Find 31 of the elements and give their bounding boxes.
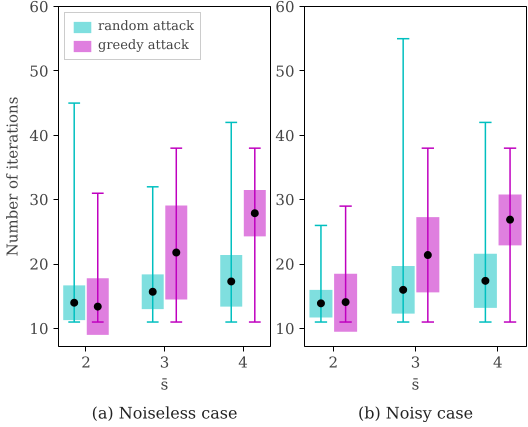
legend-label: random attack [98, 19, 194, 34]
y-tick-label: 50 [29, 62, 49, 80]
y-tick-label: 40 [29, 126, 49, 145]
y-tick-label: 50 [275, 62, 295, 80]
y-tick-label: 10 [29, 320, 49, 338]
text: (b) Noisy case [358, 404, 474, 422]
x-tick-label: 3 [410, 354, 420, 372]
y-axis-title: Number of iterations [3, 96, 22, 256]
y-tick-label: 40 [275, 126, 295, 145]
bar [165, 205, 188, 300]
bar [220, 255, 242, 307]
bar [392, 266, 415, 314]
x-tick-label: 4 [492, 354, 502, 372]
x-tick-label: 2 [328, 354, 338, 372]
x-tick-label: 3 [160, 354, 170, 372]
text: (a) Noiseless case [92, 404, 238, 422]
y-tick-label: 20 [29, 256, 49, 274]
y-tick-label: 30 [29, 191, 49, 210]
y-tick-label: 60 [29, 0, 49, 16]
legend-label: greedy attack [98, 38, 189, 53]
x-tick-label: 4 [238, 354, 248, 372]
y-tick-label: 10 [275, 320, 295, 338]
x-axis-title: s̄ [412, 376, 420, 394]
bar [86, 278, 109, 335]
y-tick-label: 30 [275, 191, 295, 210]
x-tick-label: 2 [81, 354, 91, 372]
x-axis-title: s̄ [160, 376, 168, 394]
bar [244, 190, 266, 236]
bar [416, 217, 440, 292]
y-tick-label: 60 [275, 0, 295, 16]
y-tick-label: 20 [275, 256, 295, 274]
